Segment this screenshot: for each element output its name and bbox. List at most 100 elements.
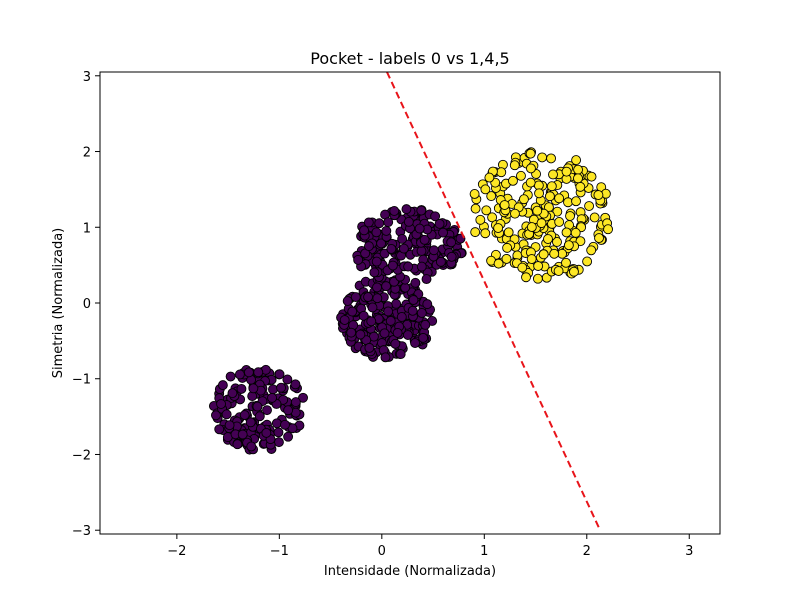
data-point: [268, 384, 278, 395]
data-point: [501, 253, 512, 264]
data-point: [554, 193, 565, 204]
data-point: [216, 399, 227, 409]
data-point: [573, 173, 583, 184]
data-point: [519, 194, 529, 205]
data-point: [509, 160, 520, 171]
data-point: [274, 369, 285, 380]
data-point: [603, 224, 613, 235]
data-point: [563, 240, 574, 251]
data-point: [234, 369, 245, 380]
data-point: [252, 401, 263, 412]
data-point: [372, 282, 382, 293]
data-point: [371, 256, 382, 267]
data-point: [217, 380, 228, 391]
data-point: [397, 234, 408, 244]
data-point: [403, 261, 414, 272]
y-axis-label: Simetria (Normalizada): [51, 228, 66, 378]
data-point: [584, 201, 595, 211]
data-point: [533, 261, 544, 271]
data-point: [363, 241, 374, 252]
data-point: [537, 152, 548, 163]
x-tick-label: −1: [270, 544, 289, 559]
data-point: [589, 212, 600, 223]
data-point: [571, 196, 581, 207]
data-point: [543, 234, 553, 244]
data-point: [521, 272, 531, 283]
data-point: [339, 315, 350, 325]
data-point: [416, 205, 427, 216]
data-point: [401, 204, 412, 215]
data-point: [383, 306, 394, 317]
data-point: [254, 411, 265, 422]
y-tick-label: 1: [83, 221, 91, 236]
x-axis-ticks: −2 −1 0 1 2 3: [167, 534, 693, 559]
data-point: [428, 245, 439, 256]
data-point: [502, 242, 513, 253]
data-point: [496, 167, 507, 178]
data-point: [438, 227, 448, 238]
data-point: [573, 164, 584, 175]
data-point: [418, 332, 429, 343]
y-tick-label: −2: [72, 448, 91, 463]
x-tick-label: 2: [583, 544, 591, 559]
data-point: [392, 327, 403, 338]
x-tick-label: 3: [685, 544, 693, 559]
data-point: [517, 262, 528, 273]
chart-title: Pocket - labels 0 vs 1,4,5: [310, 49, 509, 68]
data-point: [398, 243, 409, 254]
data-point: [526, 163, 536, 174]
data-point: [481, 205, 492, 216]
data-point: [366, 316, 377, 327]
data-point: [290, 397, 301, 408]
data-point: [486, 191, 497, 202]
data-point: [553, 266, 564, 276]
data-point: [570, 227, 581, 238]
data-point: [548, 169, 558, 180]
data-point: [290, 379, 301, 390]
y-tick-label: −1: [72, 373, 91, 388]
data-point: [350, 292, 361, 303]
data-point: [554, 217, 565, 227]
data-point: [475, 214, 486, 225]
data-point: [410, 338, 420, 349]
data-point: [379, 328, 390, 339]
data-point: [261, 427, 272, 438]
data-point: [410, 277, 421, 288]
data-point: [227, 388, 238, 399]
decision-boundary-line: [386, 72, 602, 531]
data-point: [363, 217, 374, 228]
data-point: [239, 410, 250, 421]
data-point: [353, 254, 364, 265]
data-point: [267, 392, 277, 403]
data-point: [470, 203, 481, 214]
data-point: [371, 227, 382, 238]
data-point: [416, 308, 427, 318]
data-point: [224, 420, 235, 431]
data-point: [525, 177, 536, 188]
data-point: [594, 233, 604, 244]
data-point: [526, 254, 537, 264]
data-point: [420, 319, 431, 330]
data-point: [355, 329, 366, 340]
x-tick-label: 1: [480, 544, 488, 559]
data-point: [403, 216, 414, 227]
data-point: [508, 175, 518, 186]
data-point: [395, 349, 406, 360]
plot-area: [99, 71, 721, 535]
data-point: [565, 211, 575, 221]
data-point: [484, 172, 495, 183]
data-point: [593, 190, 604, 200]
data-point: [273, 437, 284, 448]
data-point: [544, 191, 555, 202]
y-tick-label: 0: [83, 297, 91, 312]
data-point: [493, 258, 504, 269]
data-point: [359, 225, 370, 236]
data-point: [243, 367, 254, 378]
data-point: [532, 273, 543, 284]
data-point: [372, 293, 383, 304]
data-point: [402, 330, 413, 340]
data-point: [435, 256, 446, 267]
data-point: [446, 251, 457, 262]
y-axis-ticks: −3 −2 −1 0 1 2 3: [72, 70, 100, 539]
